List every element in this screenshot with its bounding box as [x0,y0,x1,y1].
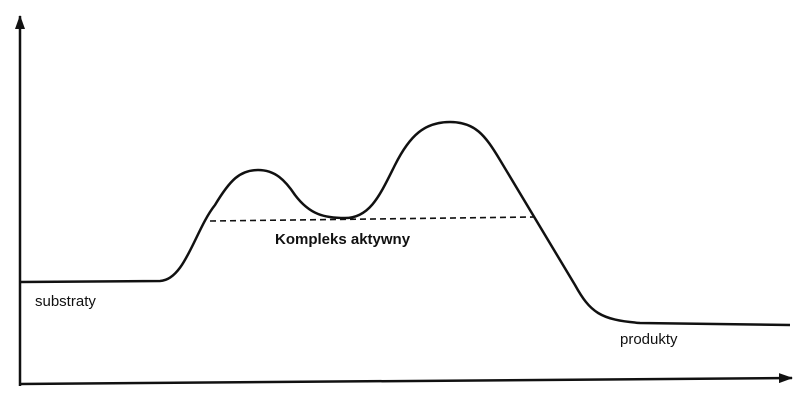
x-axis [18,373,793,386]
activated-complex-level [209,216,536,222]
activated-complex-label: Kompleks aktywny [275,231,411,248]
reactants-label: substraty [35,293,96,310]
products-label: produkty [620,331,678,348]
energy-curve [19,120,791,327]
